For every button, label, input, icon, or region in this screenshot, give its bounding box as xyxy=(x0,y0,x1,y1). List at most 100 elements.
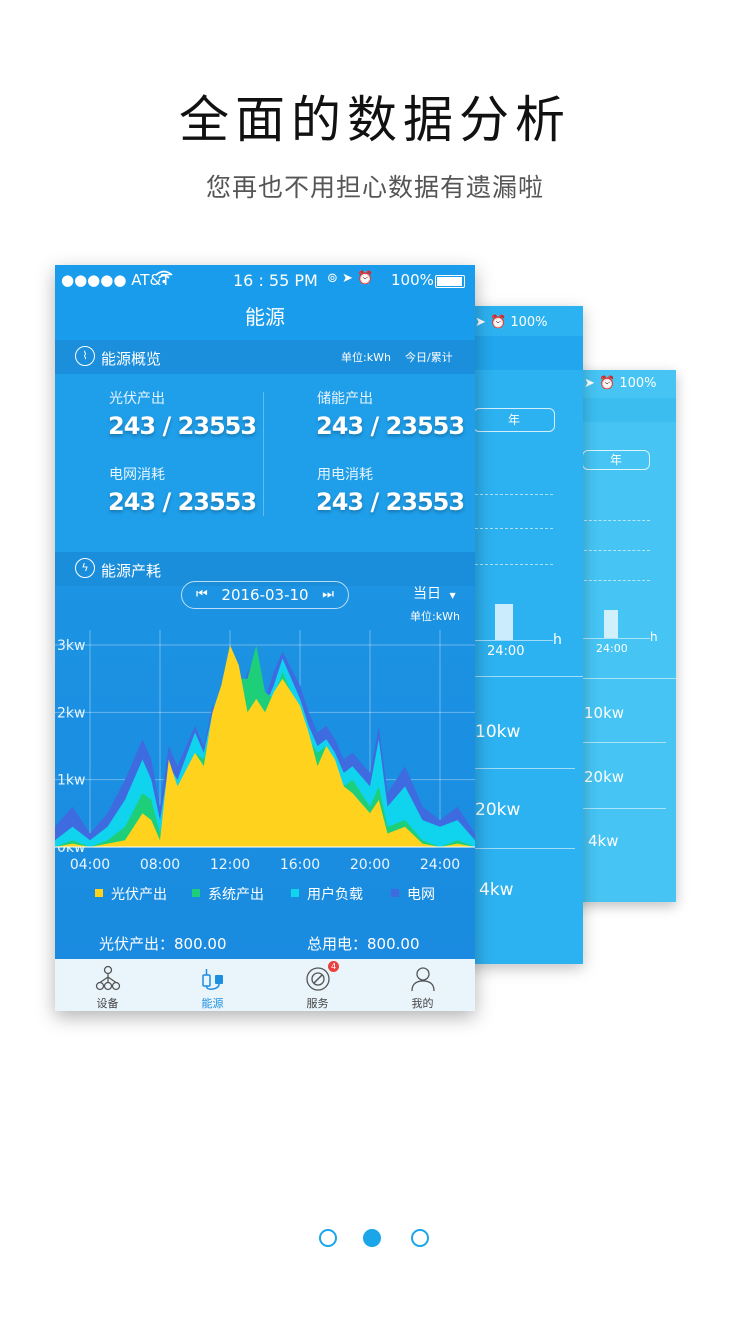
header-area xyxy=(55,265,475,340)
y-tick-label: 1kw xyxy=(57,773,85,789)
stat-label-pv: 光伏产出 xyxy=(109,391,165,407)
period-dropdown[interactable]: 当日 ▼ xyxy=(413,583,456,603)
legend-swatch xyxy=(391,889,399,897)
stat-value-pv: 243 / 23553 xyxy=(108,412,257,440)
next-date-icon[interactable]: ⏭ xyxy=(322,587,334,602)
legend-swatch xyxy=(192,889,200,897)
area-series-光伏产出 xyxy=(55,645,475,847)
tab-energy[interactable]: 能源 xyxy=(160,959,265,1011)
stat-value-storage: 243 / 23553 xyxy=(316,412,465,440)
page-indicator-dot[interactable] xyxy=(319,1229,337,1247)
date-value: 2016-03-10 xyxy=(221,586,309,604)
stat-label-storage: 储能产出 xyxy=(317,391,373,407)
preview-card-back-1: ➤ ⏰ 100% 年 h 24:00 10kw 20kw 4kw xyxy=(455,306,583,964)
overview-unit: 单位:kWh xyxy=(341,351,391,364)
chart-unit: 单位:kWh xyxy=(410,610,460,623)
stat-label-usage: 用电消耗 xyxy=(317,467,373,483)
x-tick-label: 20:00 xyxy=(350,857,390,873)
user-icon xyxy=(411,967,435,991)
grid-line xyxy=(584,520,650,521)
axis-line xyxy=(475,640,553,641)
consumption-header: ϟ 能源产耗 xyxy=(55,552,475,586)
y-tick-label: 3kw xyxy=(57,638,85,654)
x-tick-label: 24:00 xyxy=(420,857,460,873)
kw-value: 10kw xyxy=(584,704,625,722)
tab-label: 我的 xyxy=(411,997,434,1010)
consumption-title: 能源产耗 xyxy=(101,562,162,580)
axis-unit: h xyxy=(650,630,658,644)
chart-legend: 光伏产出 系统产出 用户负载 电网 xyxy=(55,884,475,906)
divider xyxy=(580,808,666,809)
tick-label: 24:00 xyxy=(596,642,628,655)
legend-label: 光伏产出 xyxy=(111,887,167,903)
status-icons: ⊚ ➤ ⏰ xyxy=(327,271,374,286)
wifi-icon xyxy=(155,270,173,290)
lightning-icon: ϟ xyxy=(75,558,95,578)
x-tick-label: 04:00 xyxy=(70,857,110,873)
period-pill-year[interactable]: 年 xyxy=(582,450,650,470)
battery-icon xyxy=(435,275,465,288)
tab-label: 能源 xyxy=(201,997,224,1010)
period-value: 当日 xyxy=(413,586,441,602)
overview-panel: 光伏产出 243 / 23553 储能产出 243 / 23553 电网消耗 2… xyxy=(55,374,475,552)
kw-value: 10kw xyxy=(475,722,521,742)
chart-bar xyxy=(495,604,513,640)
stat-label-grid: 电网消耗 xyxy=(109,467,165,483)
y-tick-label: 2kw xyxy=(57,705,85,721)
kw-value: 4kw xyxy=(588,832,619,850)
status-carrier: ●●●●● AT&T xyxy=(61,271,171,289)
date-selector[interactable]: ⏮ 2016-03-10 ⏭ xyxy=(181,581,349,609)
divider xyxy=(580,742,666,743)
notification-badge: 4 xyxy=(328,961,339,972)
stat-value-grid: 243 / 23553 xyxy=(108,488,257,516)
grid-line xyxy=(584,580,650,581)
overview-title: 能源概览 xyxy=(101,350,162,368)
x-tick-label: 16:00 xyxy=(280,857,320,873)
tab-label: 服务 xyxy=(306,997,329,1010)
legend-label: 用户负载 xyxy=(307,887,363,903)
kw-value: 20kw xyxy=(475,800,521,820)
divider xyxy=(475,768,575,769)
tab-devices[interactable]: 设备 xyxy=(55,959,160,1011)
nav-title: 能源 xyxy=(245,305,285,329)
grid-line xyxy=(475,494,553,495)
grid-line xyxy=(475,528,553,529)
tab-label: 设备 xyxy=(96,997,119,1010)
prev-date-icon[interactable]: ⏮ xyxy=(196,587,208,602)
page-subtitle: 您再也不用担心数据有遗漏啦 xyxy=(205,173,544,202)
divider xyxy=(263,392,264,516)
overview-toggle[interactable]: 今日/累计 xyxy=(405,351,453,364)
stat-value-usage: 243 / 23553 xyxy=(316,488,465,516)
chart-line-icon: ⌇ xyxy=(75,346,95,366)
kw-value: 20kw xyxy=(584,768,625,786)
nav-bar xyxy=(455,336,583,370)
status-icons: ➤ ⏰ 100% xyxy=(584,376,657,391)
tab-me[interactable]: 我的 xyxy=(370,959,475,1011)
period-pill-year[interactable]: 年 xyxy=(473,408,555,432)
page-title: 全面的数据分析 xyxy=(179,91,571,149)
legend-label: 电网 xyxy=(407,887,435,903)
tab-bar: 设备 能源 4 服务 我的 xyxy=(55,959,475,1011)
axis-line xyxy=(582,638,650,639)
summary-total: 总用电：800.00 xyxy=(307,935,420,953)
grid-line xyxy=(584,550,650,551)
chart-bar xyxy=(604,610,618,638)
status-battery: 100% xyxy=(391,271,434,289)
divider xyxy=(580,678,676,679)
grid-line xyxy=(475,564,553,565)
axis-unit: h xyxy=(553,632,562,648)
legend-swatch xyxy=(291,889,299,897)
kw-value: 4kw xyxy=(479,880,514,900)
network-icon xyxy=(95,965,121,991)
tick-label: 24:00 xyxy=(487,644,525,659)
tab-service[interactable]: 4 服务 xyxy=(265,959,370,1011)
divider xyxy=(475,848,575,849)
x-tick-label: 08:00 xyxy=(140,857,180,873)
legend-label: 系统产出 xyxy=(208,887,264,903)
phone-screen: ●●●●● AT&T 16 : 55 PM ⊚ ➤ ⏰ 100% 能源 ⌇ 能源… xyxy=(55,265,475,1011)
status-icons: ➤ ⏰ 100% xyxy=(475,315,548,330)
overview-header: ⌇ 能源概览 单位:kWh 今日/累计 xyxy=(55,340,475,374)
page-indicator-dot-active[interactable] xyxy=(363,1229,381,1247)
page-indicator-dot[interactable] xyxy=(411,1229,429,1247)
